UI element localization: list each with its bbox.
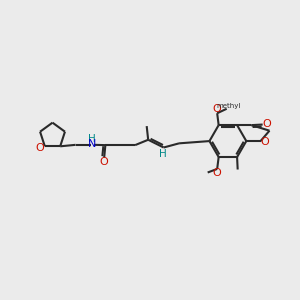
Text: O: O [263,119,272,129]
Text: H: H [88,134,96,144]
Text: H: H [159,149,166,159]
Text: O: O [212,104,221,114]
Text: O: O [261,137,269,147]
Text: methyl: methyl [217,103,241,109]
Text: N: N [88,139,96,149]
Text: O: O [212,168,221,178]
Text: O: O [36,143,44,153]
Text: O: O [100,157,108,167]
